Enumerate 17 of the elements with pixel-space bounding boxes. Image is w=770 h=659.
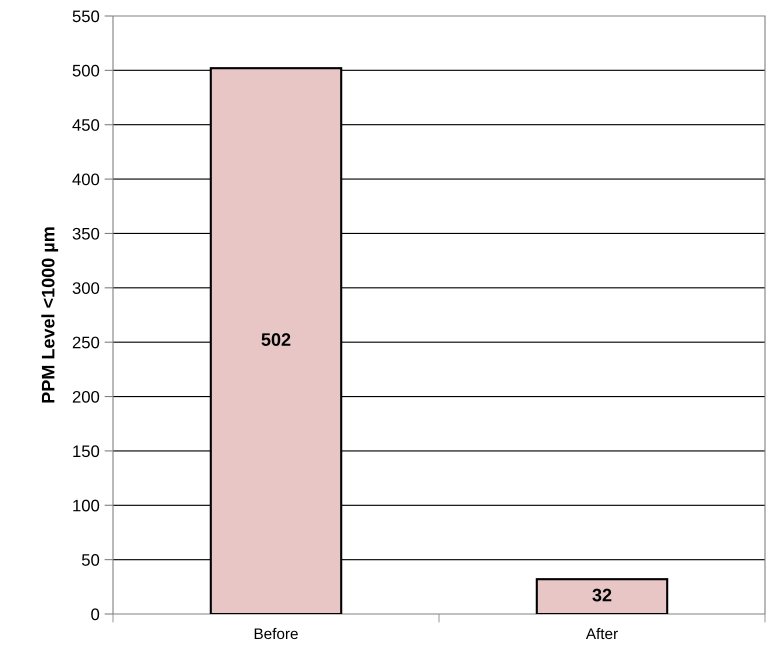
y-axis-title: PPM Level <1000 µm xyxy=(41,227,58,403)
y-tick-label: 400 xyxy=(72,173,100,186)
x-tick-label: After xyxy=(586,628,618,640)
y-tick-label: 100 xyxy=(73,500,100,512)
data-label: 502 xyxy=(261,333,290,346)
y-tick-label: 150 xyxy=(73,445,100,458)
data-label: 32 xyxy=(592,588,612,602)
y-tick-label: 0 xyxy=(91,608,100,620)
y-tick-label: 500 xyxy=(72,64,100,77)
y-tick-label: 200 xyxy=(72,390,100,403)
y-tick-label: 250 xyxy=(72,336,100,348)
y-tick-label: 300 xyxy=(72,282,100,294)
y-tick-label: 550 xyxy=(72,10,100,22)
y-tick-label: 50 xyxy=(82,554,100,566)
y-tick-label: 450 xyxy=(72,119,100,131)
x-tick-label: Before xyxy=(254,628,298,640)
y-tick-label: 350 xyxy=(72,228,100,240)
